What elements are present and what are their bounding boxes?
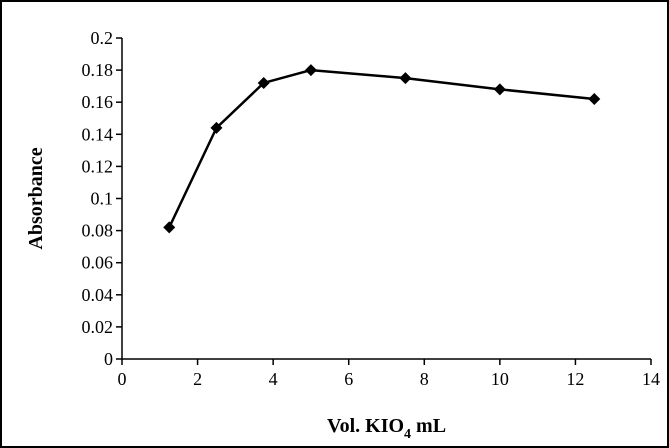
data-point-marker	[304, 64, 317, 77]
x-tick-label: 4	[269, 369, 278, 389]
x-tick-label: 12	[566, 369, 584, 389]
y-tick-label: 0.2	[91, 28, 114, 48]
y-tick-label: 0.18	[82, 60, 114, 80]
y-tick-label: 0.12	[82, 156, 114, 176]
data-point-marker	[493, 83, 506, 96]
y-axis-title: Absorbance	[25, 147, 47, 249]
data-point-marker	[210, 121, 223, 134]
y-tick-label: 0.14	[82, 124, 114, 144]
y-tick-label: 0.1	[91, 189, 114, 209]
data-point-marker	[163, 221, 176, 234]
y-tick-label: 0.02	[82, 317, 114, 337]
x-axis-title-suffix: mL	[411, 415, 446, 437]
y-tick-label: 0	[104, 349, 113, 369]
y-tick-label: 0.06	[82, 253, 114, 273]
x-axis-ticks: 0 2 4 6 8 10 12 14	[118, 359, 660, 389]
x-tick-label: 0	[118, 369, 127, 389]
series-group	[163, 64, 601, 234]
y-tick-label: 0.04	[82, 285, 114, 305]
x-tick-label: 10	[491, 369, 509, 389]
y-tick-label: 0.08	[82, 221, 114, 241]
x-tick-label: 2	[193, 369, 202, 389]
data-point-marker	[399, 72, 412, 85]
x-tick-label: 14	[642, 369, 660, 389]
data-point-marker	[588, 92, 601, 105]
x-axis-title-prefix: Vol. KIO	[327, 415, 404, 437]
x-tick-label: 6	[344, 369, 353, 389]
y-tick-label: 0.16	[82, 92, 114, 112]
x-axis-title: Vol. KIO4 mL	[327, 415, 446, 442]
x-axis-title-subscript: 4	[404, 427, 411, 442]
y-axis-ticks: 0 0.02 0.04 0.06 0.08 0.1 0.12 0.14 0.16 0.18 0.2	[82, 28, 122, 369]
x-tick-label: 8	[420, 369, 429, 389]
data-point-marker	[257, 76, 270, 89]
